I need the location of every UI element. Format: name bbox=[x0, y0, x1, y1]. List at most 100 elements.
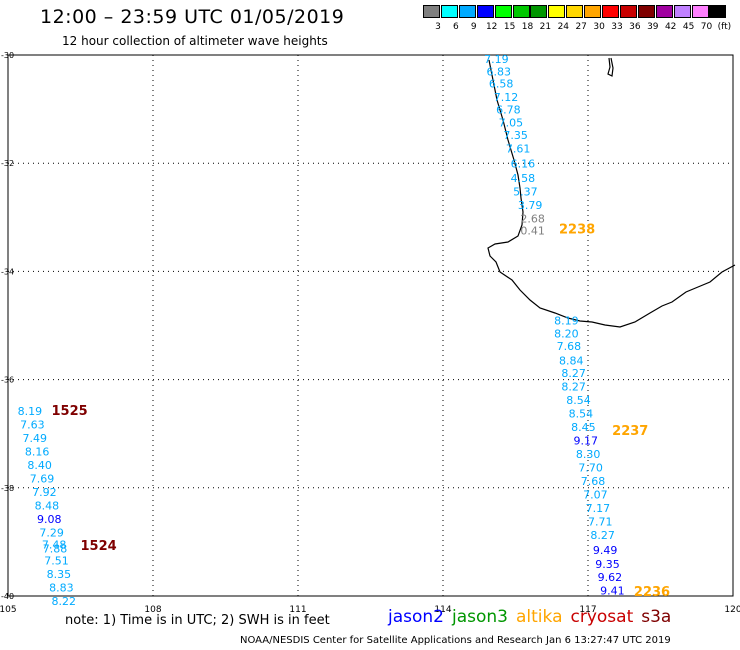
wave-height-value: 4.58 bbox=[511, 172, 535, 185]
x-tick-label: 120 bbox=[724, 605, 740, 615]
scale-swatch bbox=[602, 5, 619, 18]
wave-height-value: 8.22 bbox=[52, 595, 77, 608]
y-tick-label: -32 bbox=[1, 159, 14, 168]
wave-height-value: 6.78 bbox=[496, 103, 520, 116]
wave-height-points: 7.196.836.587.126.787.057.357.61 6.164.58… bbox=[18, 53, 625, 608]
scale-label: 45 bbox=[682, 22, 695, 32]
scale-swatch bbox=[709, 5, 727, 18]
wave-height-value: 7.71 bbox=[588, 516, 613, 529]
scale-swatch bbox=[530, 5, 548, 18]
scale-swatch bbox=[458, 5, 476, 18]
scale-swatch bbox=[440, 5, 458, 18]
wave-height-value: 3.79 bbox=[518, 199, 543, 212]
scale-swatch bbox=[566, 5, 584, 18]
y-tick-label: -34 bbox=[1, 267, 14, 276]
wave-height-value: 0.41 bbox=[520, 225, 545, 238]
mission-legend-item: jason3 bbox=[452, 607, 508, 627]
wave-height-value: 8.19 bbox=[554, 314, 579, 327]
wave-height-value: 8.45 bbox=[571, 421, 596, 434]
pass-time-label: 2238 bbox=[559, 223, 595, 238]
footer-credit: NOAA/NESDIS Center for Satellite Applica… bbox=[240, 635, 671, 646]
scale-swatch bbox=[673, 5, 691, 18]
coastline bbox=[487, 59, 736, 328]
wave-height-value: 9.49 bbox=[593, 544, 618, 557]
wave-height-value: 7.19 bbox=[484, 53, 509, 66]
wave-height-value: 7.70 bbox=[578, 462, 603, 475]
scale-swatch bbox=[494, 5, 512, 18]
x-tick-label: 111 bbox=[289, 605, 306, 615]
wave-height-value: 5.37 bbox=[513, 186, 538, 199]
pass-time-label: 1524 bbox=[81, 539, 117, 554]
scale-label: 15 bbox=[503, 22, 516, 32]
wave-height-value: 6.83 bbox=[487, 66, 512, 79]
y-tick-label: -40 bbox=[1, 592, 14, 601]
wave-height-value: 8.83 bbox=[49, 582, 73, 595]
page-title: 12:00 – 23:59 UTC 01/05/2019 bbox=[40, 6, 345, 28]
wave-height-value: 8.27 bbox=[590, 529, 615, 542]
wave-height-value: 8.54 bbox=[566, 394, 591, 407]
wave-height-value: 7.61 bbox=[506, 142, 531, 155]
mission-legend-item: altika bbox=[516, 607, 563, 627]
scale-label: 6 bbox=[453, 22, 459, 32]
y-tick-label: -30 bbox=[1, 51, 14, 60]
wave-height-value: 9.62 bbox=[598, 571, 623, 584]
wave-height-value: 7.35 bbox=[503, 129, 527, 142]
pass-time-labels: 2238 2237 2236 1525 1524 bbox=[52, 223, 671, 600]
wave-height-value: 8.40 bbox=[27, 459, 52, 472]
x-tick-label: 105 bbox=[0, 605, 17, 615]
scale-swatch bbox=[655, 5, 673, 18]
scale-label: 24 bbox=[557, 22, 570, 32]
wave-height-value: 7.68 bbox=[581, 475, 606, 488]
scale-label: 3 bbox=[435, 22, 441, 32]
scale-label: 21 bbox=[539, 22, 552, 32]
note-text: note: 1) Time is in UTC; 2) SWH is in fe… bbox=[65, 613, 330, 628]
mission-legend-item: s3a bbox=[641, 607, 672, 627]
wave-height-value: 7.12 bbox=[494, 91, 519, 104]
wave-height-value: 7.63 bbox=[20, 418, 45, 431]
wave-height-value: 8.84 bbox=[559, 354, 584, 367]
wave-height-value: 8.30 bbox=[576, 448, 601, 461]
rottnest-island bbox=[607, 57, 614, 77]
wave-height-value: 7.07 bbox=[583, 489, 608, 502]
wave-height-value: 2.68 bbox=[520, 213, 545, 226]
wave-height-value: 6.16 bbox=[511, 158, 535, 171]
scale-swatch bbox=[548, 5, 566, 18]
mission-legend-item: cryosat bbox=[570, 607, 634, 627]
scale-swatch bbox=[423, 5, 440, 18]
map-frame bbox=[7, 54, 734, 597]
x-tick-label: 108 bbox=[144, 605, 161, 615]
scale-label: 12 bbox=[485, 22, 498, 32]
x-tick-label: 117 bbox=[579, 605, 596, 615]
mission-legend: jason2 jason3 altika cryosat s3a bbox=[388, 607, 679, 627]
scale-label: 42 bbox=[664, 22, 677, 32]
wave-height-value: 7.51 bbox=[44, 555, 69, 568]
wave-height-value: 9.35 bbox=[595, 558, 620, 571]
wave-height-value: 6.58 bbox=[489, 77, 513, 90]
wave-height-value: 9.17 bbox=[574, 435, 599, 448]
page-subtitle: 12 hour collection of altimeter wave hei… bbox=[62, 34, 328, 48]
scale-label: 27 bbox=[575, 22, 587, 32]
wave-height-value: 8.16 bbox=[25, 445, 49, 458]
wave-height-value: 7.05 bbox=[499, 116, 524, 129]
y-tick-label: -38 bbox=[1, 484, 14, 493]
scale-label: 9 bbox=[470, 22, 477, 32]
scale-label: 36 bbox=[629, 22, 641, 32]
wave-height-value: 7.68 bbox=[557, 340, 582, 353]
pass-time-label: 1525 bbox=[52, 404, 88, 419]
scale-swatch bbox=[619, 5, 637, 18]
wave-height-value: 8.48 bbox=[35, 499, 60, 512]
scale-label: 33 bbox=[611, 22, 623, 32]
pass-time-label: 2236 bbox=[634, 585, 670, 600]
wave-height-value: 7.69 bbox=[30, 472, 55, 485]
scale-label: 70 bbox=[700, 22, 713, 32]
mission-legend-item: jason2 bbox=[388, 607, 444, 627]
wave-height-value: 7.49 bbox=[23, 432, 48, 445]
scale-label: 39 bbox=[647, 22, 659, 32]
scale-swatch bbox=[584, 5, 602, 18]
scale-swatch bbox=[637, 5, 655, 18]
wave-height-value: 8.20 bbox=[554, 327, 579, 340]
wave-height-value: 8.27 bbox=[561, 380, 586, 393]
wave-height-value: 7.29 bbox=[39, 526, 64, 539]
wave-height-value: 9.08 bbox=[37, 513, 62, 526]
pass-time-label: 2237 bbox=[612, 424, 648, 439]
